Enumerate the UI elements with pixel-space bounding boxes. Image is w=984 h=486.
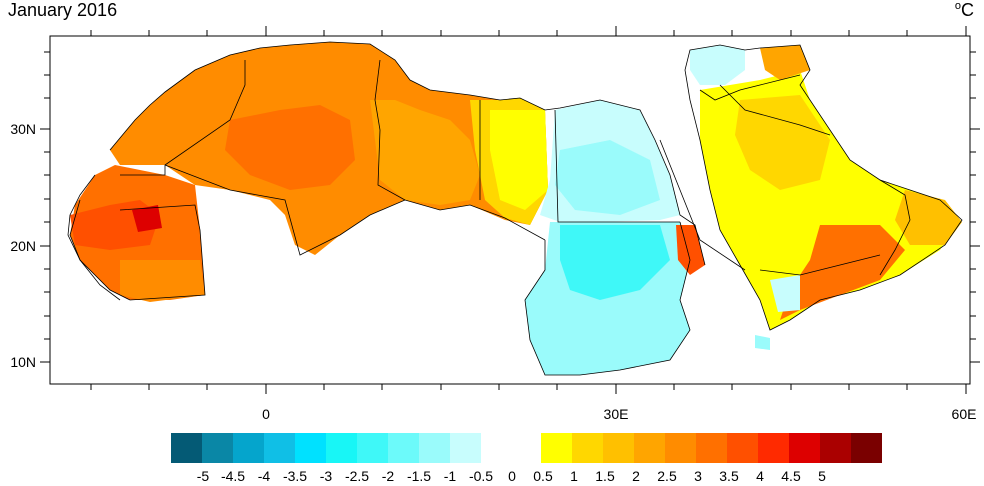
colorbar-box-warm (665, 433, 696, 463)
colorbar-label: 0.5 (533, 468, 553, 484)
colorbar-box-warm (603, 433, 634, 463)
colorbar-label: 4.5 (781, 468, 801, 484)
region-hotspot (132, 205, 162, 232)
colorbar-box-warm (758, 433, 789, 463)
colorbar-label: -4.5 (221, 468, 245, 484)
colorbar-box-cold (419, 433, 450, 463)
region-oman (895, 190, 962, 245)
colorbar-label: -3.5 (283, 468, 307, 484)
colorbar-box-warm (727, 433, 758, 463)
lat-label-20n: 20N (10, 238, 36, 254)
colorbar-box-cold (388, 433, 419, 463)
colorbar-label: 2.5 (657, 468, 677, 484)
region-sudan-core (560, 225, 670, 300)
colorbar-box-warm (696, 433, 727, 463)
colorbar-box-cold (450, 433, 481, 463)
colorbar: -5 -4.5 -4 -3.5 -3 -2.5 -2 -1.5 -1 -0.5 0 0.5 1 1.5 2 2… (171, 433, 882, 484)
region-arabia-south (780, 225, 905, 320)
country-borders (69, 59, 911, 376)
colorbar-box-warm (541, 433, 572, 463)
colorbar-label: 1.5 (595, 468, 615, 484)
colorbar-box-warm (634, 433, 665, 463)
region-arabia-mid (735, 95, 830, 190)
lon-ticks (90, 26, 967, 394)
colorbar-box-warm (572, 433, 603, 463)
colorbar-label: -4 (258, 468, 271, 484)
region-egypt-mid (555, 140, 660, 215)
colorbar-box-warm (820, 433, 851, 463)
region-libya-yellow (490, 110, 548, 210)
colorbar-box-warm (789, 433, 820, 463)
lat-label-10n: 10N (10, 354, 36, 370)
colorbar-box-cold (357, 433, 388, 463)
lat-ticks (40, 51, 980, 363)
region-east-algeria (370, 100, 480, 205)
colorbar-label: -5 (197, 468, 210, 484)
colorbar-label: -2.5 (345, 468, 369, 484)
colorbar-box-cold (295, 433, 326, 463)
colorbar-label: 4 (756, 468, 764, 484)
colorbar-label: -1 (444, 468, 457, 484)
region-arabia-north (760, 45, 810, 80)
colorbar-box-warm (851, 433, 882, 463)
colorbar-label: 2 (632, 468, 640, 484)
region-levant (690, 45, 745, 85)
region-yemen-cyan (770, 275, 800, 312)
colorbar-box-cold (202, 433, 233, 463)
map-title: January 2016 (8, 0, 118, 20)
colorbar-label: -0.5 (469, 468, 493, 484)
colorbar-box-cold (171, 433, 202, 463)
colorbar-label: -3 (320, 468, 333, 484)
colorbar-label: 1 (570, 468, 578, 484)
region-socotra (755, 335, 770, 350)
colorbar-label: -1.5 (407, 468, 431, 484)
colorbar-label: 0 (508, 468, 516, 484)
colorbar-label: 3 (694, 468, 702, 484)
lon-label-0: 0 (262, 406, 270, 422)
colorbar-box-cold (233, 433, 264, 463)
colorbar-label: 5 (818, 468, 826, 484)
region-maghreb-dark (225, 105, 355, 190)
anomaly-field (70, 42, 962, 375)
unit-label: oC (954, 0, 974, 20)
coastlines (67, 41, 963, 331)
colorbar-label: 3.5 (719, 468, 739, 484)
colorbar-box-cold (326, 433, 357, 463)
lon-label-30e: 30E (604, 406, 629, 422)
colorbar-label: -2 (382, 468, 395, 484)
region-mauritania-south (120, 260, 205, 302)
colorbar-box-cold (264, 433, 295, 463)
lat-label-30n: 30N (10, 121, 36, 137)
lon-label-60e: 60E (952, 406, 977, 422)
